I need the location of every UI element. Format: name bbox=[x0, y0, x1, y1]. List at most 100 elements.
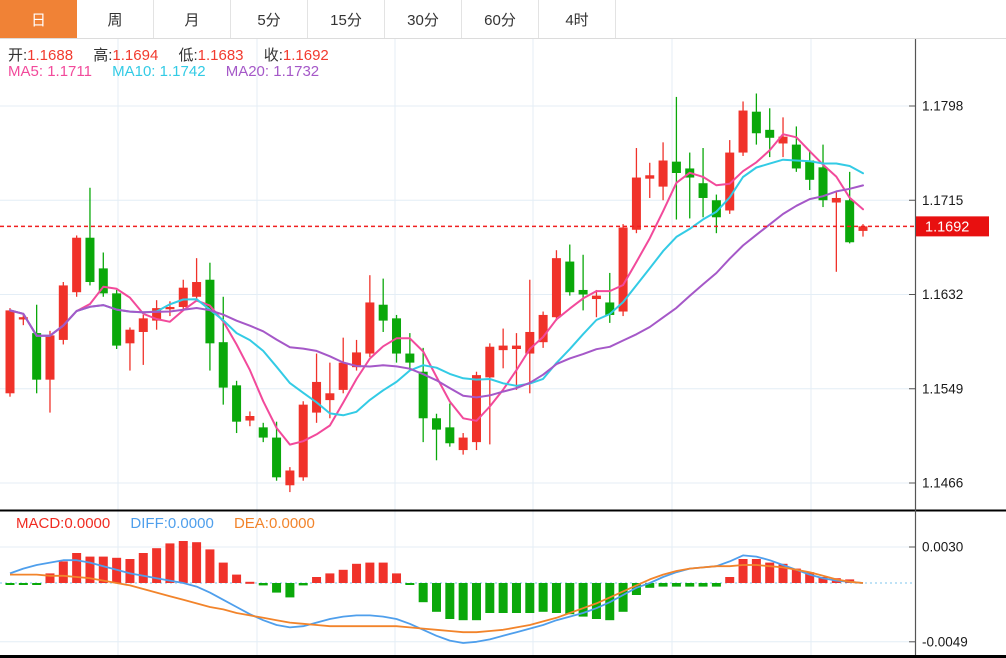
candle-body bbox=[471, 375, 481, 443]
macd-histogram-bar bbox=[352, 563, 362, 583]
candle-body bbox=[285, 470, 295, 486]
current-price-badge bbox=[916, 216, 989, 237]
macd-histogram-bar bbox=[325, 573, 335, 583]
macd-histogram-bar bbox=[445, 583, 455, 619]
candle-body bbox=[205, 279, 215, 344]
bottom-border bbox=[0, 655, 1006, 658]
macd-histogram-bar bbox=[578, 583, 588, 617]
macd-histogram-bar bbox=[138, 553, 148, 583]
macd-histogram-bar bbox=[525, 583, 535, 613]
candle-body bbox=[325, 393, 335, 401]
tab-5min[interactable]: 5分 bbox=[231, 0, 308, 38]
candle-body bbox=[765, 129, 775, 138]
candle-body bbox=[698, 183, 708, 198]
tab-30min[interactable]: 30分 bbox=[385, 0, 462, 38]
candle-body bbox=[272, 437, 282, 478]
macd-histogram-bar bbox=[5, 583, 15, 585]
macd-histogram-bar bbox=[711, 583, 721, 587]
candle-body bbox=[72, 237, 82, 293]
candle-body bbox=[352, 352, 362, 368]
candle-body bbox=[378, 304, 388, 321]
macd-histogram-bar bbox=[165, 543, 175, 583]
candle-body bbox=[498, 345, 508, 351]
candle-body bbox=[858, 226, 868, 231]
macd-histogram-bar bbox=[471, 583, 481, 621]
candle-body bbox=[458, 437, 468, 451]
tab-week[interactable]: 周 bbox=[77, 0, 154, 38]
macd-histogram-bar bbox=[432, 583, 441, 612]
candle-body bbox=[18, 317, 28, 320]
macd-histogram-bar bbox=[232, 574, 242, 583]
ma5-line bbox=[9, 133, 864, 446]
macd-histogram-bar bbox=[85, 556, 95, 583]
macd-histogram-bar bbox=[765, 562, 775, 583]
axis-label: -0.0049 bbox=[922, 634, 968, 649]
candle-body bbox=[178, 287, 188, 307]
macd-histogram-bar bbox=[392, 573, 402, 583]
macd-histogram-bar bbox=[18, 583, 28, 585]
macd-histogram-bar bbox=[738, 559, 748, 583]
macd-histogram-bar bbox=[378, 562, 388, 583]
macd-histogram-bar bbox=[645, 583, 655, 588]
candle-body bbox=[85, 237, 95, 283]
candle-body bbox=[338, 362, 348, 390]
candle-body bbox=[818, 167, 828, 201]
macd-histogram-bar bbox=[98, 556, 108, 583]
candle-body bbox=[591, 295, 601, 300]
macd-histogram-bar bbox=[511, 583, 521, 613]
candle-body bbox=[711, 200, 721, 218]
candle-body bbox=[245, 416, 255, 421]
tab-month[interactable]: 月 bbox=[154, 0, 231, 38]
macd-histogram-bar bbox=[671, 583, 681, 587]
candle-body bbox=[485, 346, 495, 378]
tab-60min[interactable]: 60分 bbox=[462, 0, 539, 38]
macd-histogram-bar bbox=[551, 583, 561, 613]
axis-label: 1.1798 bbox=[922, 99, 963, 114]
candle-body bbox=[418, 371, 428, 419]
macd-histogram-bar bbox=[698, 583, 708, 587]
panel-divider bbox=[0, 509, 1006, 512]
candle-body bbox=[112, 293, 122, 346]
candle-body bbox=[32, 333, 42, 380]
macd-histogram-bar bbox=[192, 542, 202, 583]
macd-histogram-bar bbox=[565, 583, 575, 615]
candle-body bbox=[725, 152, 735, 211]
macd-histogram-bar bbox=[591, 583, 601, 619]
candle-body bbox=[525, 331, 535, 354]
macd-histogram-bar bbox=[218, 562, 228, 583]
candle-body bbox=[605, 302, 615, 315]
candle-body bbox=[312, 381, 322, 413]
tab-4hour[interactable]: 4时 bbox=[539, 0, 616, 38]
macd-histogram-bar bbox=[751, 559, 761, 583]
macd-histogram-bar bbox=[778, 563, 788, 583]
candle-body bbox=[365, 302, 375, 354]
tab-15min[interactable]: 15分 bbox=[308, 0, 385, 38]
macd-histogram-bar bbox=[32, 583, 42, 585]
candle-body bbox=[45, 335, 55, 380]
candle-body bbox=[138, 318, 148, 332]
macd-histogram-bar bbox=[152, 548, 162, 583]
candle-body bbox=[831, 197, 841, 203]
macd-histogram-bar bbox=[58, 561, 68, 583]
candle-body bbox=[232, 385, 242, 422]
candle-body bbox=[658, 160, 668, 187]
candle-body bbox=[98, 268, 108, 294]
timeframe-tabbar: 日 周 月 5分 15分 30分 60分 4时 bbox=[0, 0, 1006, 39]
macd-histogram-bar bbox=[538, 583, 548, 612]
candle-body bbox=[751, 111, 761, 134]
candle-body bbox=[738, 110, 748, 153]
candle-body bbox=[618, 227, 628, 312]
tab-day[interactable]: 日 bbox=[0, 0, 77, 38]
candle-body bbox=[805, 160, 815, 180]
candle-body bbox=[165, 306, 175, 310]
macd-histogram-bar bbox=[685, 583, 695, 587]
macd-histogram-bar bbox=[298, 583, 308, 586]
diff-line bbox=[9, 554, 864, 644]
candle-body bbox=[5, 310, 15, 394]
candle-body bbox=[392, 318, 402, 354]
macd-histogram-bar bbox=[125, 559, 135, 583]
macd-histogram-bar bbox=[458, 583, 468, 621]
tabbar-filler bbox=[616, 0, 1006, 38]
